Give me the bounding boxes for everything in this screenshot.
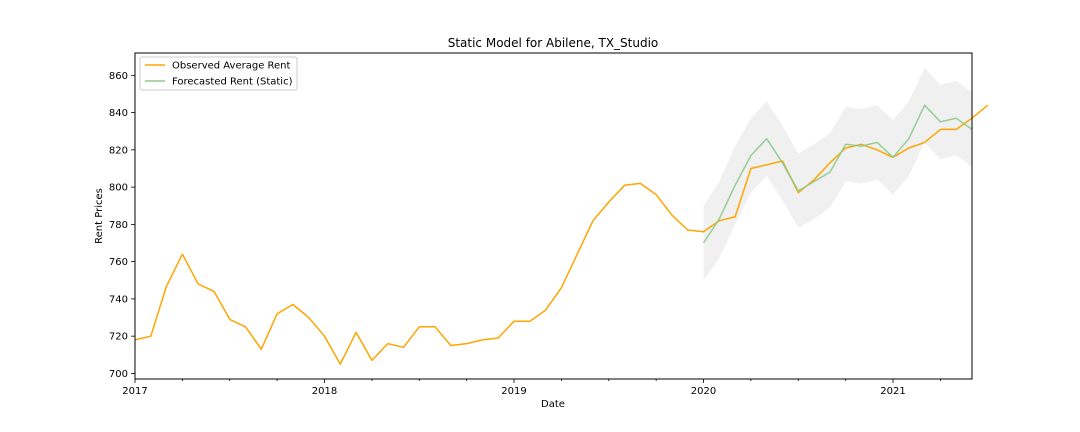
y-axis-ticks: 700 720 740 760 780 800 820 840 860: [109, 71, 135, 380]
legend: Observed Average Rent Forecasted Rent (S…: [139, 56, 298, 91]
y-tick-label: 860: [109, 71, 128, 82]
x-axis-ticks: 2017 2018 2019 2020 2021: [122, 379, 941, 397]
y-tick-label: 760: [109, 257, 128, 268]
chart-title: Static Model for Abilene, TX_Studio: [448, 36, 659, 50]
y-tick-label: 700: [109, 369, 128, 380]
series-line-layer: [134, 104, 989, 365]
x-tick-label: 2017: [122, 386, 147, 397]
legend-box: [139, 56, 298, 91]
x-axis-label: Date: [541, 399, 565, 410]
x-tick-label: 2019: [501, 386, 526, 397]
y-tick-label: 800: [109, 183, 128, 194]
forecast-rent-line: [702, 104, 973, 244]
legend-label-forecast: Forecasted Rent (Static): [172, 77, 293, 88]
x-tick-label: 2018: [312, 386, 337, 397]
legend-label-observed: Observed Average Rent: [172, 61, 291, 72]
confidence-band-layer: [703, 67, 972, 281]
y-tick-label: 820: [109, 145, 128, 156]
y-tick-label: 720: [109, 332, 128, 343]
plot-area-frame: [134, 52, 973, 380]
y-axis-label: Rent Prices: [94, 188, 105, 244]
y-tick-label: 740: [109, 294, 128, 305]
observed-rent-line: [134, 104, 989, 365]
x-tick-label: 2021: [880, 386, 905, 397]
confidence-band: [703, 67, 972, 281]
y-tick-label: 840: [109, 108, 128, 119]
x-tick-label: 2020: [691, 386, 716, 397]
y-tick-label: 780: [109, 220, 128, 231]
